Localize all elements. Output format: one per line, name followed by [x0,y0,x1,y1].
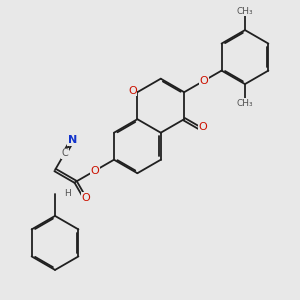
Text: N: N [68,135,77,145]
Text: O: O [199,122,207,132]
Text: O: O [200,76,208,86]
Text: O: O [81,193,90,203]
Text: O: O [90,166,99,176]
Text: CH₃: CH₃ [237,98,253,107]
Text: H: H [64,189,70,198]
Text: O: O [128,86,137,96]
Text: CH₃: CH₃ [237,7,253,16]
Text: C: C [61,148,68,158]
